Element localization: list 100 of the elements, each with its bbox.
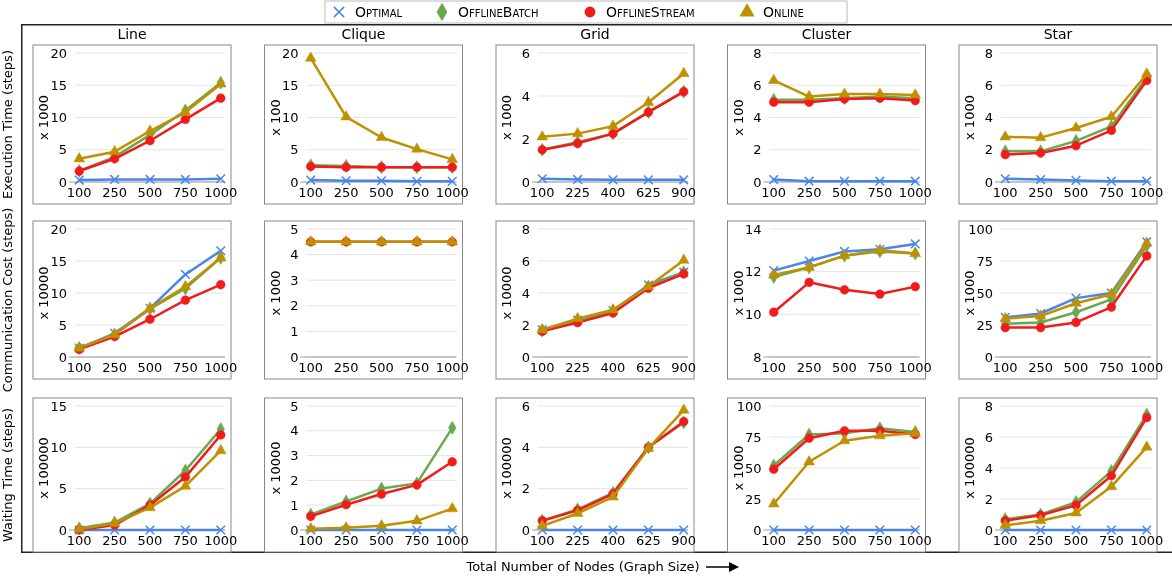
y-tick-label: 2 [521,131,530,147]
x-tick-label: 250 [102,185,128,200]
y-tick-label: 15 [50,77,67,93]
y-tick-label: 4 [521,439,530,455]
x-tick-label: 500 [1063,360,1089,375]
y-tick-label: 6 [753,77,762,93]
x-tick-label: 625 [635,185,661,200]
y-tick-label: 50 [976,285,993,301]
y-axis-title: x 1000 [267,270,283,316]
x-tick-label: 250 [1028,360,1054,375]
y-tick-label: 8 [984,398,993,414]
y-tick-label: 1 [290,497,299,513]
y-tick-label: 25 [976,317,993,333]
x-tick-label: 500 [832,360,857,375]
y-tick-label: 10 [50,110,67,126]
x-tick-label: 750 [867,533,893,548]
y-tick-label: 5 [58,317,67,333]
x-tick-label: 225 [565,360,591,375]
y-tick-label: 0 [290,349,299,365]
y-tick-label: 4 [521,88,530,104]
y-tick-label: 15 [50,253,67,269]
y-tick-label: 20 [281,45,299,61]
y-tick-label: 4 [984,460,993,476]
text: Communication Cost (steps) [0,207,15,393]
x-tick-label: 500 [369,360,394,375]
y-tick-label: 10 [50,285,67,301]
x-tick-label: 500 [1063,185,1089,200]
y-tick-label: 10 [281,110,299,126]
x-tick-label: 250 [333,185,359,200]
x-tick-label: 750 [172,185,198,200]
y-axis-title: x 100000 [36,437,51,499]
y-axis-title: x 1000 [730,270,746,316]
y-tick-label: 2 [290,298,299,314]
x-tick-label: 500 [369,185,394,200]
y-tick-label: 0 [521,174,530,190]
x-tick-label: 1000 [435,533,469,548]
y-tick-label: 2 [984,142,993,158]
x-tick-label: 750 [867,360,893,375]
x-tick-label: 750 [404,185,430,200]
x-tick-label: 225 [565,185,591,200]
y-tick-label: 14 [744,221,762,237]
y-axis-title: x 10000 [36,266,51,320]
y-tick-label: 4 [290,247,299,263]
x-tick-label: 500 [137,185,163,200]
y-tick-label: 5 [58,142,67,158]
x-tick-label: 400 [600,185,626,200]
y-axis-title: x 100 [267,99,283,136]
x-tick-label: 500 [832,533,857,548]
y-tick-label: 12 [744,264,762,280]
x-tick-label: 900 [671,185,697,200]
x-tick-label: 250 [333,360,359,375]
y-tick-label: 2 [753,142,762,158]
x-tick-label: 750 [172,360,198,375]
y-tick-label: 5 [290,221,299,237]
x-tick-label: 250 [1028,185,1054,200]
x-tick-label: 750 [1098,533,1124,548]
y-tick-label: 20 [50,221,67,237]
x-tick-label: 250 [796,533,822,548]
y-tick-label: 2 [521,317,530,333]
x-tick-label: 750 [404,360,430,375]
x-tick-label: 500 [1063,533,1089,548]
y-tick-label: 10 [744,306,762,322]
y-tick-label: 2 [290,472,299,488]
y-axis-title: x 100000 [499,437,514,499]
y-tick-label: 0 [521,349,530,365]
x-tick-label: 250 [796,360,822,375]
x-tick-label: 900 [671,533,697,548]
y-tick-label: 4 [521,285,530,301]
x-tick-label: 900 [671,360,697,375]
y-tick-label: 0 [58,174,67,190]
chart-title: Cluster [801,26,852,42]
chart-title: Grid [580,26,610,42]
y-tick-label: 0 [753,522,762,538]
y-tick-label: 0 [753,174,762,190]
y-tick-label: 0 [58,522,67,538]
text: Execution Time (steps) [0,50,15,199]
y-tick-label: 3 [290,272,299,288]
x-axis-title: Total Number of Nodes (Graph Size) [465,559,700,574]
y-tick-label: 2 [521,481,530,497]
y-tick-label: 6 [521,398,530,414]
x-tick-label: 500 [137,533,163,548]
y-tick-label: 0 [984,522,993,538]
y-tick-label: 5 [290,142,299,158]
x-tick-label: 1000 [898,185,932,200]
y-axis-title: x 100 [730,99,746,136]
x-tick-label: 750 [404,533,430,548]
x-tick-label: 1000 [898,533,932,548]
x-tick-label: 1000 [1130,185,1164,200]
x-tick-label: 500 [137,360,163,375]
y-tick-label: 15 [50,398,67,414]
y-tick-label: 3 [290,448,299,464]
x-tick-label: 1000 [1130,533,1164,548]
y-tick-label: 20 [50,45,67,61]
x-tick-label: 750 [867,185,893,200]
y-tick-label: 0 [290,174,299,190]
y-axis-title: x 1000 [962,270,977,316]
y-tick-label: 10 [50,439,67,455]
y-tick-label: 6 [984,429,993,445]
y-tick-label: 0 [58,349,67,365]
x-tick-label: 1000 [204,360,238,375]
